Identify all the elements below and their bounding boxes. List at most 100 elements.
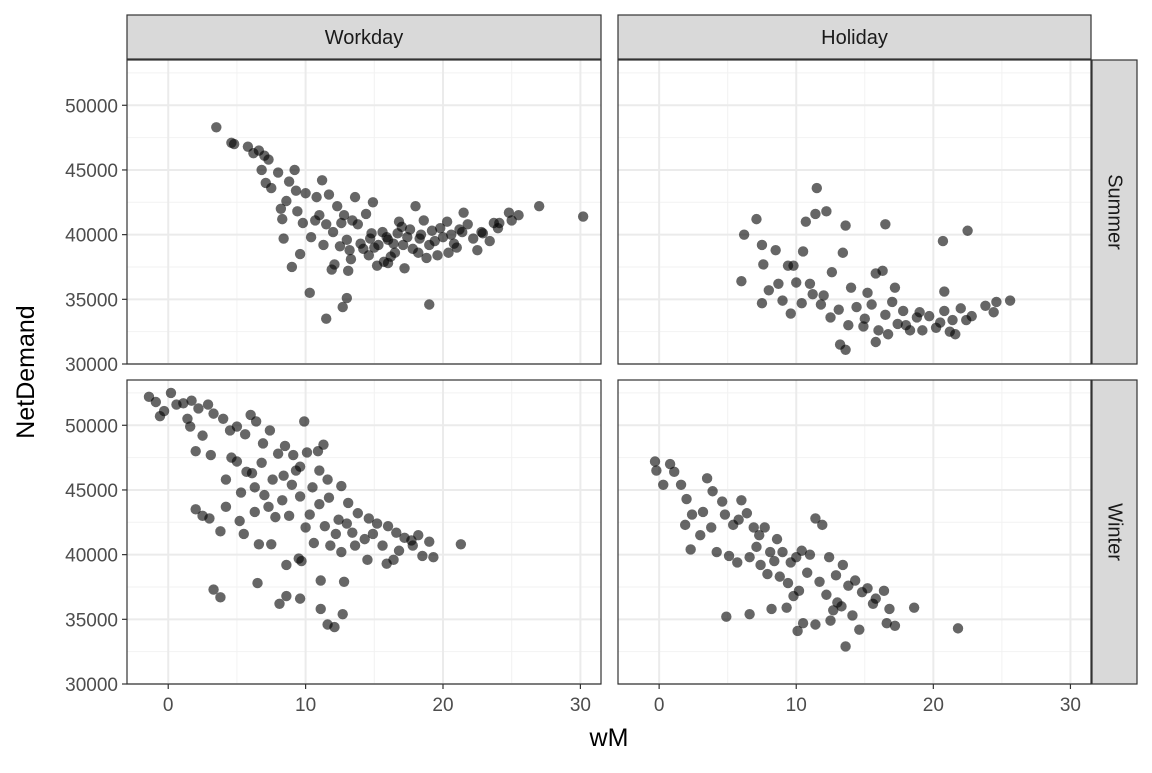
data-point xyxy=(881,618,892,629)
data-point xyxy=(413,247,424,258)
data-point xyxy=(804,278,816,289)
data-point xyxy=(294,593,306,604)
data-point xyxy=(290,465,302,476)
data-point xyxy=(744,552,755,563)
data-point xyxy=(337,608,348,620)
data-point xyxy=(337,301,348,313)
data-point xyxy=(908,602,920,613)
data-point xyxy=(256,164,267,176)
data-point xyxy=(432,250,443,261)
y-tick-label: 50000 xyxy=(65,96,118,117)
data-point xyxy=(231,421,243,432)
data-point xyxy=(774,571,785,582)
data-point xyxy=(991,296,1002,308)
data-point xyxy=(830,570,842,581)
data-point xyxy=(664,458,676,470)
data-point xyxy=(382,234,394,246)
data-point xyxy=(413,530,424,541)
data-point xyxy=(352,508,364,519)
data-point xyxy=(215,526,226,537)
data-point xyxy=(343,497,354,509)
data-point xyxy=(286,479,298,490)
data-point xyxy=(208,584,219,595)
data-point xyxy=(828,605,839,616)
data-point xyxy=(814,576,825,588)
data-point xyxy=(741,508,753,519)
data-point xyxy=(235,487,247,498)
data-point xyxy=(220,501,232,512)
data-point xyxy=(781,602,792,613)
facet-strip-label-holiday: Holiday xyxy=(821,27,888,49)
data-point xyxy=(840,220,851,231)
data-point xyxy=(318,439,329,450)
data-point xyxy=(307,482,318,493)
data-point xyxy=(732,557,743,568)
data-point xyxy=(334,241,346,252)
data-point xyxy=(314,498,325,510)
data-point xyxy=(396,221,407,233)
data-point xyxy=(336,217,347,229)
data-point xyxy=(341,518,353,529)
data-point xyxy=(785,308,796,319)
data-point xyxy=(889,282,901,293)
data-point xyxy=(988,307,999,318)
data-point xyxy=(270,511,281,523)
data-point xyxy=(330,528,342,540)
data-point xyxy=(754,530,765,541)
data-point xyxy=(329,621,340,633)
y-tick-label: 30000 xyxy=(65,355,118,376)
data-point xyxy=(266,182,277,194)
data-point xyxy=(297,217,309,229)
y-tick-label: 45000 xyxy=(65,161,118,182)
data-point xyxy=(407,540,418,551)
data-point xyxy=(796,298,807,309)
data-point xyxy=(870,336,881,348)
data-point xyxy=(880,309,891,321)
data-point xyxy=(947,314,958,326)
data-point xyxy=(185,421,196,432)
x-tick-label: 0 xyxy=(654,695,665,716)
data-point xyxy=(887,296,898,308)
data-point xyxy=(311,191,322,203)
data-point xyxy=(900,319,912,331)
data-point xyxy=(751,213,762,225)
data-point xyxy=(364,233,376,244)
data-point xyxy=(882,329,894,340)
data-point xyxy=(217,413,229,425)
data-point xyxy=(197,510,208,522)
data-point xyxy=(1004,295,1016,306)
facet-strip-label-summer: Summer xyxy=(1104,174,1126,250)
facet-strip-label-workday: Workday xyxy=(325,27,404,49)
data-point xyxy=(877,265,888,277)
data-point xyxy=(208,408,219,419)
data-point xyxy=(675,479,687,490)
data-point xyxy=(283,176,295,187)
data-point xyxy=(332,200,343,212)
data-point xyxy=(837,559,849,571)
data-point xyxy=(226,452,237,463)
data-point xyxy=(220,474,232,485)
facet-strip-winter xyxy=(1091,379,1138,685)
data-point xyxy=(802,567,813,578)
data-point xyxy=(205,449,217,461)
data-point xyxy=(281,590,292,602)
data-point xyxy=(825,615,836,626)
data-point xyxy=(788,590,799,602)
x-tick-label: 20 xyxy=(923,695,944,716)
data-point xyxy=(472,244,483,256)
data-point xyxy=(347,215,358,226)
data-point xyxy=(832,597,843,608)
data-point xyxy=(275,203,287,214)
data-point xyxy=(862,583,873,594)
data-point xyxy=(669,466,680,478)
data-point xyxy=(327,226,339,238)
data-point xyxy=(840,344,851,355)
data-point xyxy=(862,287,873,299)
data-point xyxy=(804,549,816,560)
data-point xyxy=(277,495,288,506)
data-point xyxy=(457,226,468,238)
data-point xyxy=(797,618,809,629)
data-point xyxy=(274,598,285,609)
data-point xyxy=(800,216,812,227)
